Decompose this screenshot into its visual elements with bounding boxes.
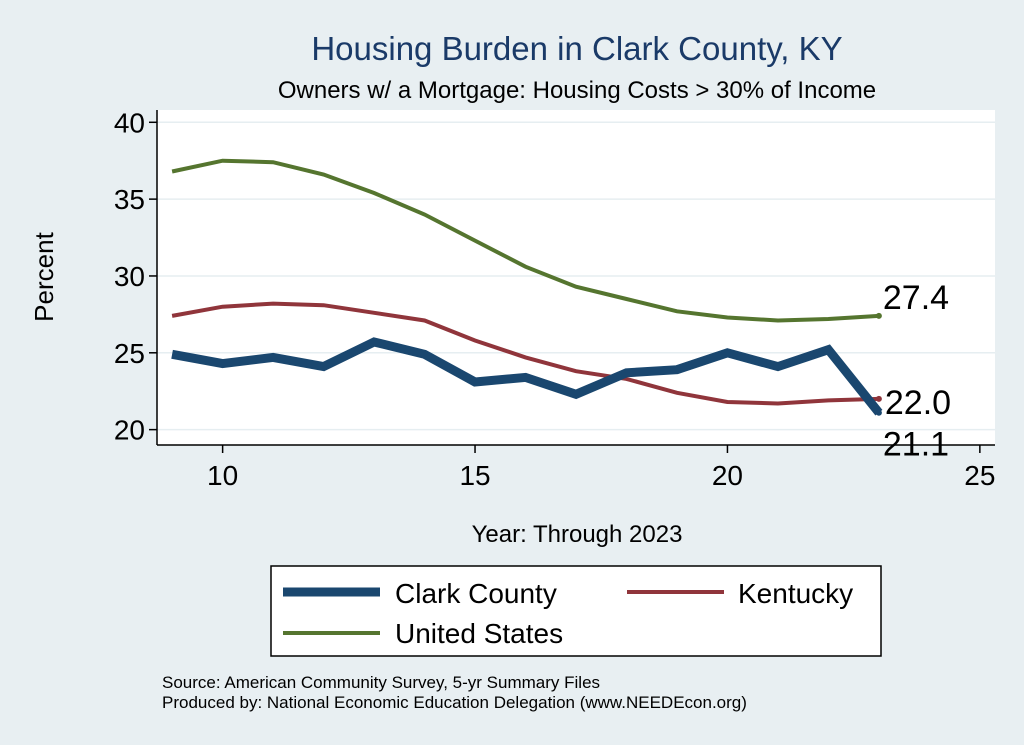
y-axis-label: Percent — [29, 231, 59, 321]
chart-subtitle: Owners w/ a Mortgage: Housing Costs > 30… — [278, 77, 876, 104]
end-labels: 21.1 22.0 27.4 — [875, 279, 951, 464]
series-line-kentucky — [171, 301, 879, 406]
series-lines — [171, 158, 883, 416]
legend-label-clark-county: Clark County — [395, 578, 557, 609]
x-tick-label: 10 — [207, 460, 238, 491]
y-tick-label: 40 — [114, 107, 145, 138]
source-note: Source: American Community Survey, 5-yr … — [162, 673, 600, 692]
end-label-kentucky: 22.0 — [885, 384, 951, 422]
end-label-clark-county: 21.1 — [883, 426, 949, 464]
axes: 20 25 30 35 40 10 15 20 25 — [114, 107, 996, 491]
x-tick-label: 20 — [712, 460, 743, 491]
legend-label-united-states: United States — [395, 618, 563, 649]
grid-lines — [157, 121, 995, 431]
legend-label-kentucky: Kentucky — [738, 578, 853, 609]
legend-box — [270, 565, 882, 657]
y-tick-label: 35 — [114, 184, 145, 215]
y-tick-label: 30 — [114, 261, 145, 292]
end-marker-kentucky — [875, 395, 882, 402]
y-tick-label: 25 — [114, 338, 145, 369]
end-label-united-states: 27.4 — [883, 279, 949, 317]
end-marker-united-states — [875, 312, 882, 319]
producer-note: Produced by: National Economic Education… — [162, 693, 747, 712]
chart-title: Housing Burden in Clark County, KY — [311, 30, 842, 67]
y-tick-label: 20 — [114, 415, 145, 446]
x-axis-label: Year: Through 2023 — [472, 521, 683, 548]
x-tick-label: 15 — [459, 460, 490, 491]
end-marker-clark-county — [875, 409, 882, 416]
legend: Clark County Kentucky United States — [270, 565, 882, 657]
series-line-united-states — [171, 158, 880, 323]
x-tick-label: 25 — [964, 460, 995, 491]
series-line-clark-county — [171, 337, 883, 416]
